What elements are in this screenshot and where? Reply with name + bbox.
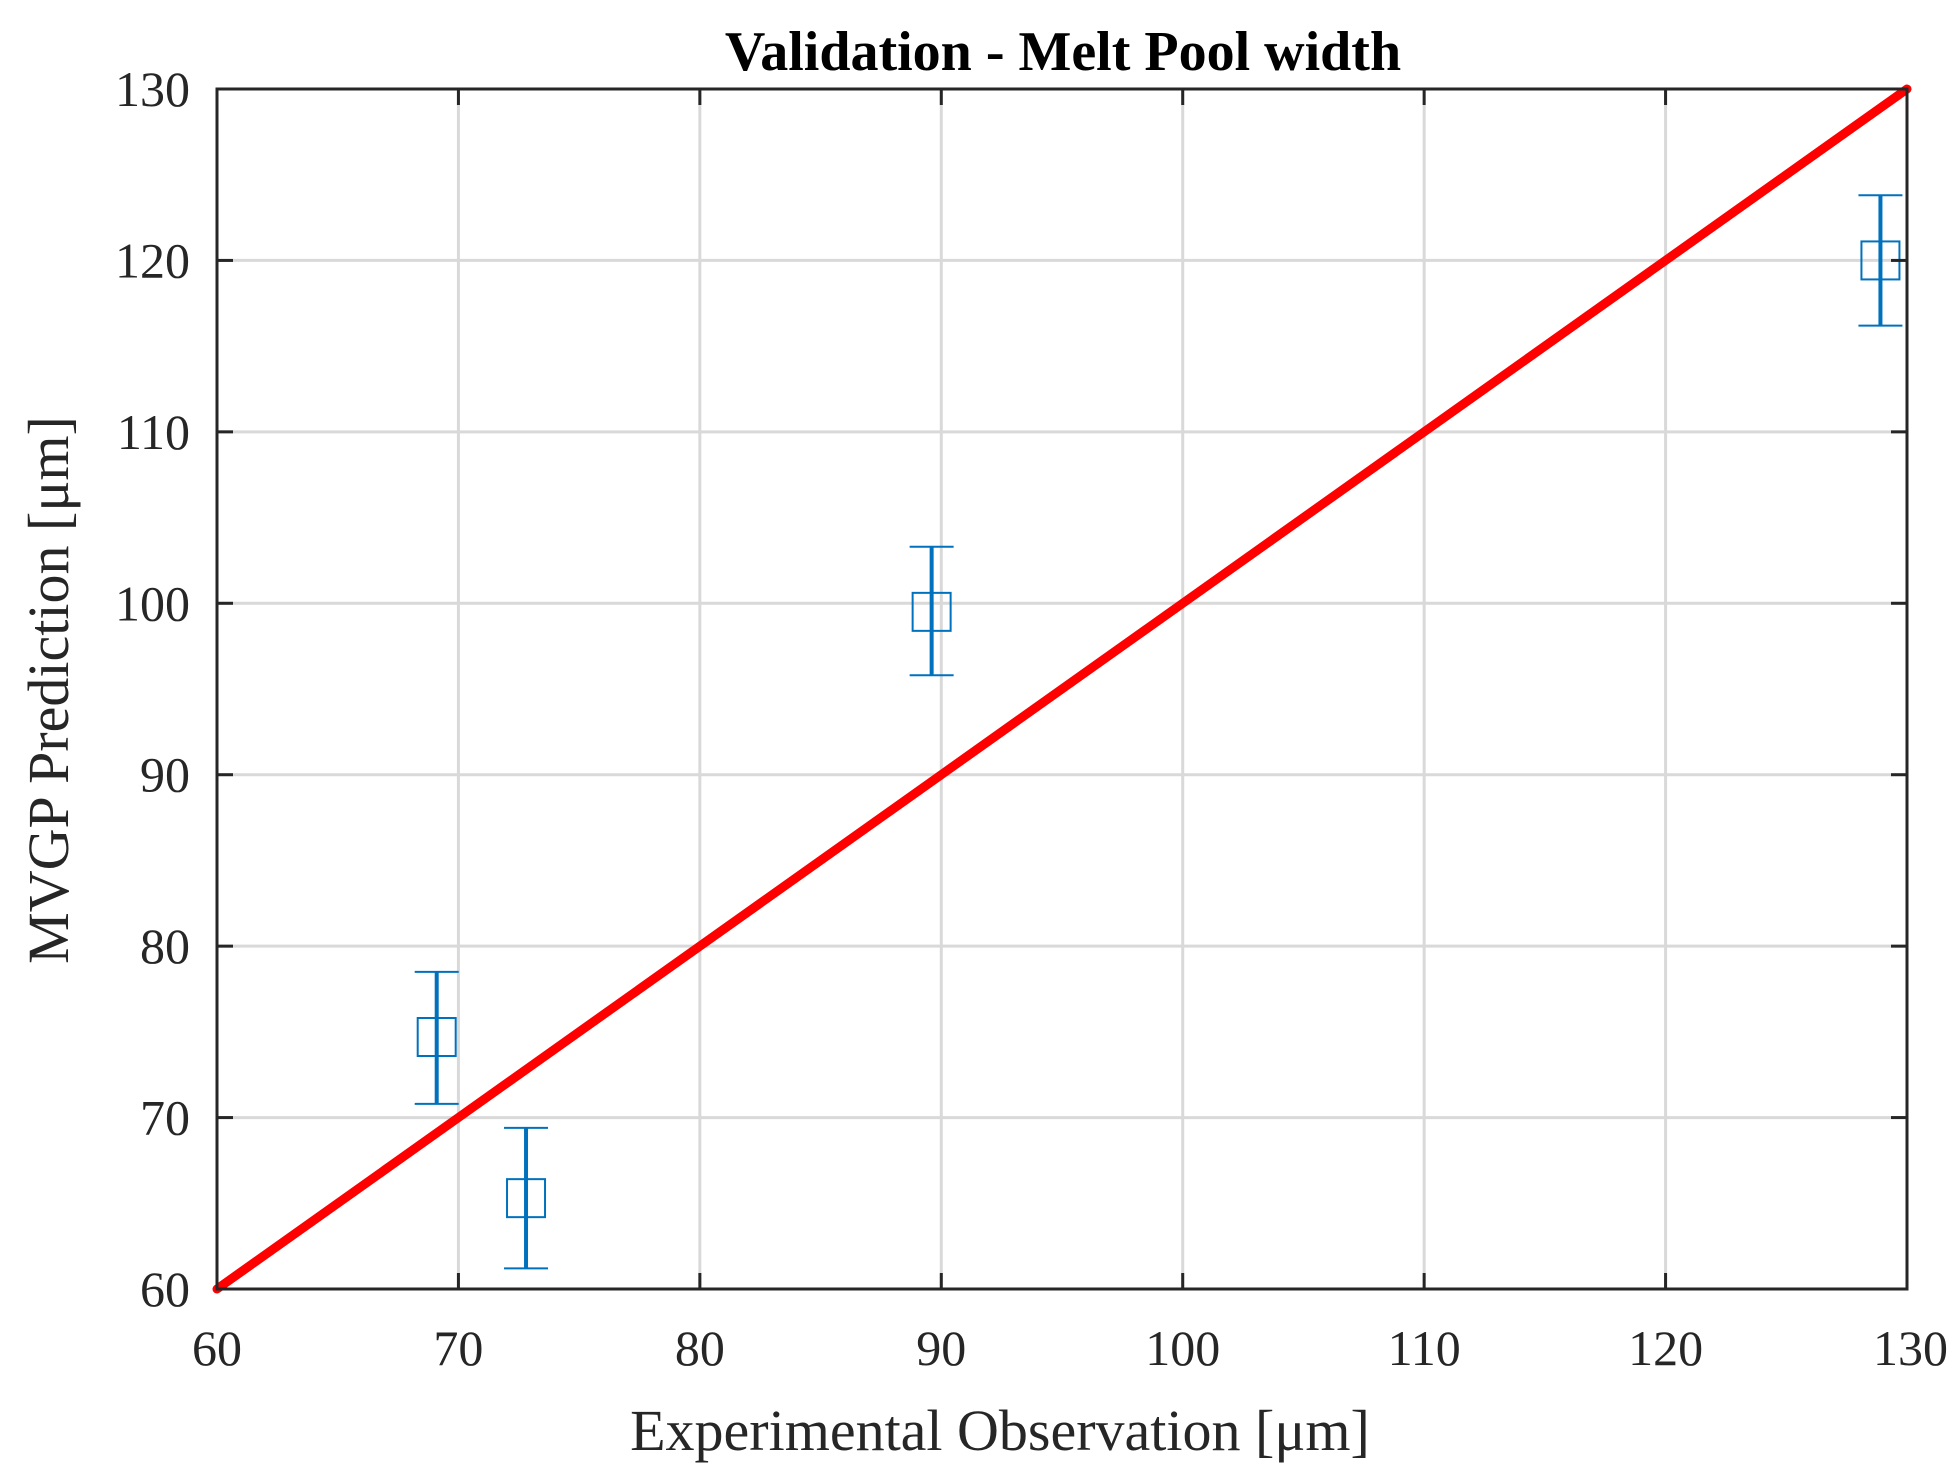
x-tick-label: 130	[1873, 1320, 1948, 1376]
x-axis-label: Experimental Observation [μm]	[630, 1398, 1370, 1463]
grid	[215, 87, 1909, 1291]
y-tick-label: 80	[140, 918, 190, 974]
point-marker	[506, 1178, 547, 1219]
point-marker	[911, 591, 952, 632]
data-points	[414, 194, 1903, 1270]
y-tick-label: 90	[140, 747, 190, 803]
data-point	[414, 970, 459, 1105]
x-tick-label: 60	[192, 1320, 242, 1376]
x-tick-label: 90	[916, 1320, 966, 1376]
x-tick-label: 70	[433, 1320, 483, 1376]
x-tick-label: 120	[1628, 1320, 1703, 1376]
data-point	[504, 1126, 549, 1270]
y-axis-label: MVGP Prediction [μm]	[16, 416, 81, 964]
y-tick-label: 70	[140, 1090, 190, 1146]
chart-title: Validation - Melt Pool width	[725, 21, 1401, 83]
x-tick-label: 110	[1388, 1320, 1461, 1376]
y-tick-label: 120	[115, 232, 190, 288]
ticks	[215, 87, 1909, 1291]
y-tick-label: 100	[115, 575, 190, 631]
point-marker	[416, 1017, 457, 1057]
x-tick-labels: 60 70 80 90 100 110 120 130	[192, 1320, 1948, 1376]
x-tick-label: 80	[675, 1320, 725, 1376]
y-tick-label: 130	[115, 61, 190, 117]
y-tick-labels: 60 70 80 90 100 110 120 130	[115, 61, 190, 1317]
data-point	[909, 545, 954, 677]
reference-line-group	[212, 84, 1912, 1294]
y-tick-label: 60	[140, 1261, 190, 1317]
x-tick-label: 100	[1145, 1320, 1220, 1376]
y-tick-label: 110	[117, 404, 190, 460]
reference-line	[212, 84, 1912, 1294]
axes-box	[215, 87, 1909, 1291]
